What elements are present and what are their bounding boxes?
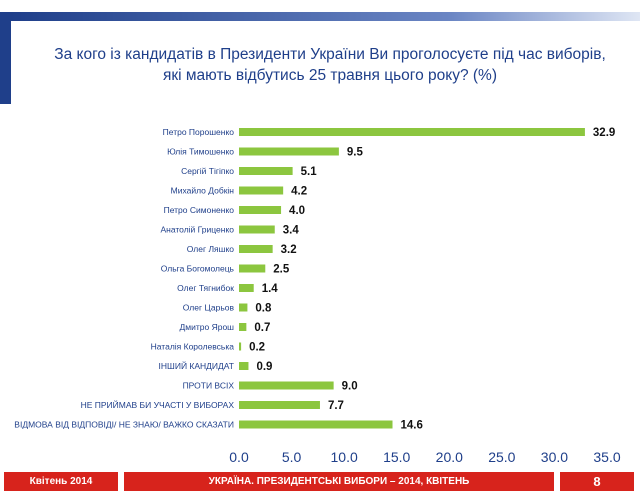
x-tick-label: 30.0 (541, 449, 568, 465)
data-label: 0.2 (249, 342, 265, 354)
slide-header (0, 0, 640, 112)
category-label: ІНШИЙ КАНДИДАТ (159, 360, 234, 371)
footer-date: Квітень 2014 (4, 472, 118, 491)
category-label: Сергій Тігіпко (181, 166, 234, 176)
data-label: 7.7 (328, 400, 344, 412)
bar (239, 401, 320, 409)
chart-title-line-2: які мають відбутись 25 травня цього року… (162, 67, 498, 84)
category-label: Дмитро Ярош (180, 322, 235, 332)
bar (239, 303, 248, 312)
category-label: НЕ ПРИЙМАВ БИ УЧАСТІ У ВИБОРАХ (81, 399, 235, 410)
data-label: 1.4 (262, 283, 279, 295)
header-gradient-line (11, 12, 640, 21)
data-label: 9.5 (347, 147, 364, 159)
category-label: Петро Порошенко (163, 127, 235, 137)
data-label: 0.7 (254, 322, 270, 334)
bar-chart: Петро Порошенко Юлія Тимошенко Сергій Тігі… (14, 127, 621, 465)
x-tick-label: 35.0 (593, 449, 620, 465)
data-label: 3.2 (281, 244, 297, 256)
category-label: Олег Ляшко (187, 244, 234, 254)
header-accent-bar (0, 12, 11, 104)
x-tick-label: 25.0 (488, 449, 515, 465)
bar (239, 167, 293, 175)
bar (239, 206, 282, 214)
data-label: 9.0 (342, 381, 358, 393)
data-label: 4.0 (289, 205, 305, 217)
data-label: 5.1 (301, 166, 318, 178)
bar (239, 342, 242, 351)
bar (239, 323, 247, 331)
chart-title-line-1: За кого із кандидатів в Президенти Украї… (54, 46, 606, 63)
category-label: ПРОТИ ВСІХ (183, 381, 235, 391)
bar (239, 420, 393, 429)
bars (239, 128, 585, 429)
data-label: 3.4 (283, 225, 300, 237)
x-tick-label: 5.0 (282, 449, 302, 465)
x-tick-label: 20.0 (436, 449, 463, 465)
data-label: 32.9 (593, 127, 615, 139)
x-tick-label: 0.0 (229, 449, 249, 465)
category-label: Олег Тягнибок (177, 283, 234, 293)
category-labels: Петро Порошенко Юлія Тимошенко Сергій Тігі… (14, 127, 234, 430)
chart-title: За кого із кандидатів в Президенти Украї… (30, 44, 630, 86)
data-label: 4.2 (291, 186, 307, 198)
bar (239, 381, 334, 390)
bar (239, 284, 254, 292)
x-axis-ticks: 0.0 5.0 10.0 15.0 20.0 25.0 30.0 35.0 (229, 449, 621, 465)
bar (239, 225, 275, 234)
x-tick-label: 10.0 (331, 449, 358, 465)
category-label: Олег Царьов (183, 303, 235, 313)
category-label: Ольга Богомолець (161, 264, 235, 274)
category-label: Юлія Тимошенко (167, 147, 234, 157)
data-label: 0.8 (255, 303, 272, 315)
bar (239, 362, 249, 370)
bar (239, 264, 266, 273)
bar (239, 186, 284, 195)
category-label: Михайло Добкін (171, 186, 235, 196)
bar (239, 128, 585, 136)
value-labels: 32.9 9.5 5.1 4.2 4.0 3.4 3.2 2.5 1.4 0.8 0.7 0.2 0.9… (249, 127, 615, 432)
data-label: 0.9 (256, 361, 272, 373)
category-label: ВІДМОВА ВІД ВІДПОВІДІ/ НЕ ЗНАЮ/ ВАЖКО СК… (14, 420, 234, 430)
x-tick-label: 15.0 (383, 449, 410, 465)
bar (239, 245, 273, 253)
data-label: 14.6 (401, 420, 423, 432)
slide-footer: Квітень 2014 УКРАЇНА. ПРЕЗИДЕНТСЬКІ ВИБО… (0, 472, 640, 491)
bar (239, 147, 339, 156)
footer-caption: УКРАЇНА. ПРЕЗИДЕНТСЬКІ ВИБОРИ – 2014, КВ… (124, 472, 554, 491)
page-number: 8 (560, 472, 634, 491)
category-label: Наталія Королевська (151, 342, 235, 352)
category-label: Петро Симоненко (164, 205, 235, 215)
category-label: Анатолій Гриценко (160, 225, 234, 235)
data-label: 2.5 (273, 264, 290, 276)
